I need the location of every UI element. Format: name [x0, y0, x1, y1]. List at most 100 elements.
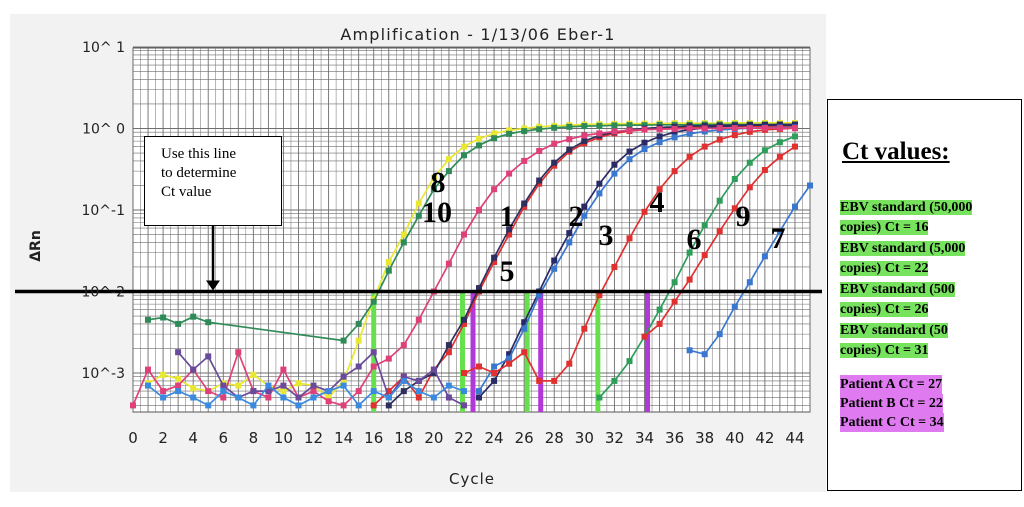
data-point [626, 127, 633, 134]
x-tick-label: 8 [249, 429, 259, 447]
data-point [445, 349, 452, 356]
data-point [807, 182, 813, 189]
data-point [190, 313, 197, 320]
data-point [325, 394, 332, 401]
threshold-instruction-box: Use this line to determine Ct value [144, 136, 282, 226]
x-tick-label: 18 [394, 429, 413, 447]
y-tick-label: 10^ 1 [82, 40, 125, 56]
curve-label: 6 [687, 223, 702, 256]
series [686, 182, 813, 358]
data-point [551, 377, 558, 384]
data-point [400, 388, 407, 395]
data-point [145, 366, 151, 373]
data-point [686, 130, 693, 137]
data-point [761, 167, 768, 173]
data-point [250, 388, 257, 395]
data-point [686, 347, 693, 354]
x-tick-label: 42 [755, 429, 774, 447]
data-point [160, 314, 167, 321]
data-point [385, 259, 392, 265]
data-point [626, 122, 633, 129]
curve-label: 9 [736, 200, 751, 233]
data-point [716, 228, 723, 235]
data-point [581, 325, 588, 332]
data-point [792, 125, 798, 132]
data-point [445, 168, 452, 175]
data-point [701, 222, 708, 229]
data-point [626, 148, 633, 155]
data-point [671, 298, 678, 305]
data-point [746, 125, 753, 132]
data-point [641, 122, 648, 129]
data-point [280, 382, 287, 389]
data-point [145, 316, 151, 323]
data-point [746, 128, 753, 135]
data-point [491, 186, 498, 193]
data-point [581, 123, 588, 130]
data-point [521, 325, 528, 332]
standard-entry: EBV standard (50,000 copies) Ct = 16 [840, 198, 973, 238]
data-point [175, 382, 182, 389]
data-point [701, 125, 708, 132]
data-point [596, 292, 603, 299]
data-point [160, 394, 167, 401]
series-line [478, 123, 795, 399]
data-point [430, 174, 437, 181]
data-point [445, 156, 452, 163]
data-point [385, 388, 392, 395]
data-point [551, 265, 558, 272]
data-point [415, 388, 422, 395]
standard-line: copies) Ct = 22 [840, 261, 929, 276]
data-point [476, 207, 482, 213]
x-tick-label: 24 [485, 429, 504, 447]
data-point [521, 319, 528, 326]
curve-label: 10 [422, 196, 452, 229]
curve-label: 3 [599, 219, 614, 252]
instruction-line-2: to determine [161, 165, 237, 181]
data-point [415, 200, 422, 207]
data-point [776, 153, 783, 160]
data-point [491, 259, 498, 265]
x-tick-label: 34 [635, 429, 654, 447]
data-point [400, 342, 407, 349]
data-point [536, 126, 543, 133]
data-point [461, 320, 467, 327]
data-point [761, 253, 768, 260]
data-point [792, 203, 798, 210]
x-tick-label: 22 [454, 429, 473, 447]
data-point [476, 142, 482, 149]
ct-values-title: Ct values: [842, 138, 950, 165]
data-point [506, 231, 513, 238]
data-point [430, 366, 437, 373]
x-tick-label: 16 [364, 429, 383, 447]
standard-line: copies) Ct = 26 [840, 302, 929, 317]
standard-line: copies) Ct = 16 [840, 220, 929, 235]
data-point [491, 363, 498, 370]
data-point [400, 377, 407, 384]
data-point [776, 228, 783, 235]
data-point [731, 303, 738, 310]
data-point [491, 254, 498, 261]
data-point [596, 180, 603, 187]
standard-line: EBV standard (5,000 [840, 241, 966, 256]
curve-label: 5 [500, 255, 515, 288]
data-point [716, 125, 723, 132]
series [596, 133, 798, 401]
data-point [656, 133, 663, 140]
data-point [776, 125, 783, 132]
threshold-arrow-head [206, 280, 220, 291]
data-point [445, 342, 452, 349]
data-point [566, 146, 573, 153]
data-point [175, 349, 182, 356]
data-point [536, 148, 543, 154]
data-point [746, 279, 753, 286]
data-point [761, 147, 768, 154]
data-point [701, 252, 708, 259]
patient-entry: Patient C Ct = 34 [840, 413, 944, 432]
data-point [175, 388, 182, 395]
data-point [340, 377, 347, 384]
data-point [792, 133, 798, 140]
data-point [521, 349, 528, 356]
data-point [415, 394, 422, 401]
